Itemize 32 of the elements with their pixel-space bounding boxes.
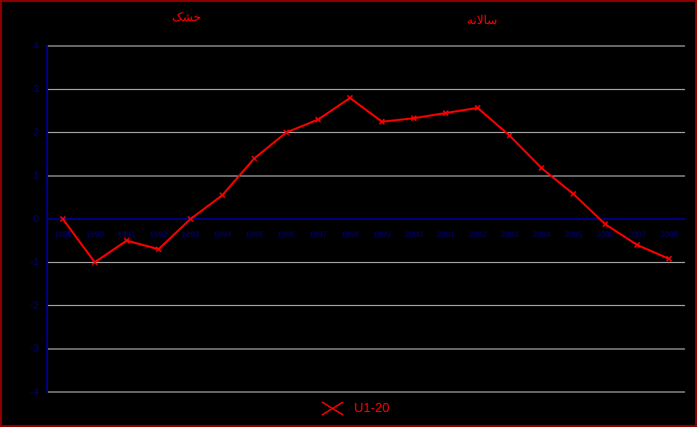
x-tick-label: 1993 — [182, 230, 200, 240]
legend-label: U1-20 — [354, 400, 390, 416]
x-tick-label: 2005 — [564, 230, 583, 240]
y-tick-label: 0 — [33, 214, 40, 225]
y-tick-label: -1 — [30, 257, 40, 268]
x-tick-label: 2007 — [628, 230, 647, 240]
x-tick-label: 1998 — [341, 230, 360, 240]
x-tick-label: 1997 — [309, 230, 328, 240]
x-tick-label: 2006 — [596, 230, 615, 240]
chart-title: خشک — [172, 10, 201, 24]
x-tick-label: 2001 — [436, 230, 456, 240]
y-tick-label: 3 — [33, 84, 40, 95]
x-tick-label: 2000 — [404, 230, 424, 240]
chart-subtitle: سالانه — [467, 13, 498, 27]
y-tick-label: -4 — [30, 386, 40, 398]
y-tick-label: -2 — [30, 300, 40, 312]
x-tick-label: 1992 — [150, 230, 168, 240]
x-tick-label: 2004 — [532, 230, 551, 240]
x-tick-label: 2008 — [660, 230, 678, 240]
y-tick-label: 4 — [33, 40, 40, 52]
x-tick-label: 1999 — [373, 230, 392, 240]
y-tick-label: 1 — [33, 170, 40, 182]
x-tick-label: 2003 — [500, 230, 519, 240]
x-tick-label: 1995 — [245, 230, 264, 240]
x-tick-label: 1989 — [54, 230, 72, 240]
y-tick-label: -3 — [30, 344, 40, 354]
x-tick-label: 1990 — [86, 230, 104, 240]
x-tick-label: 1991 — [118, 230, 136, 240]
x-tick-label: 1994 — [213, 230, 232, 240]
y-tick-label: 2 — [33, 127, 40, 138]
x-tick-label: 1996 — [277, 230, 296, 240]
x-tick-label: 2002 — [468, 230, 488, 240]
